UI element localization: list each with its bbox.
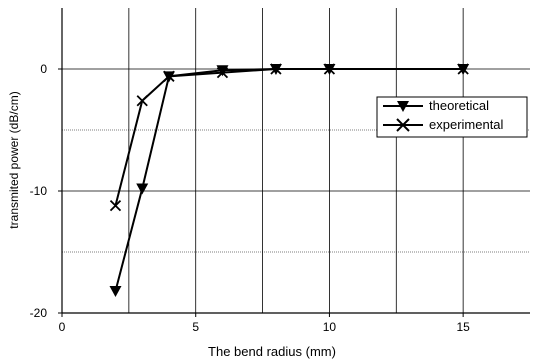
legend-label-theoretical: theoretical — [429, 98, 489, 113]
point-experimental-4 — [270, 63, 282, 75]
x-tick-label-1: 5 — [192, 320, 199, 334]
legend-marker-experimental — [396, 118, 410, 132]
point-experimental-6 — [457, 63, 469, 75]
legend-label-experimental: experimental — [429, 117, 504, 132]
tick-labels: 0 5 10 15 0 -10 -20 — [30, 62, 470, 334]
x-tick-label-2: 10 — [323, 320, 337, 334]
point-experimental-3 — [216, 67, 229, 79]
legend-marker-theoretical — [397, 101, 409, 112]
point-experimental-0 — [109, 200, 122, 212]
x-axis-label: The bend radius (mm) — [208, 344, 336, 359]
x-tick-label-3: 15 — [456, 320, 470, 334]
legend: theoretical experimental — [376, 96, 528, 138]
point-theoretical-0 — [109, 286, 122, 298]
series-layer — [109, 63, 470, 298]
y-axis-label: transmited power (dB/cm) — [7, 91, 21, 228]
x-tick-label-0: 0 — [59, 320, 66, 334]
point-experimental-5 — [323, 63, 336, 75]
y-tick-label-2: -20 — [30, 306, 48, 320]
axes — [61, 8, 530, 314]
point-theoretical-3 — [216, 65, 229, 77]
grid — [62, 8, 530, 313]
y-tick-label-0: 0 — [40, 62, 47, 76]
y-tick-label-1: -10 — [30, 184, 48, 198]
point-experimental-1 — [136, 95, 148, 107]
point-experimental-2 — [163, 70, 175, 82]
point-theoretical-1 — [136, 183, 149, 195]
